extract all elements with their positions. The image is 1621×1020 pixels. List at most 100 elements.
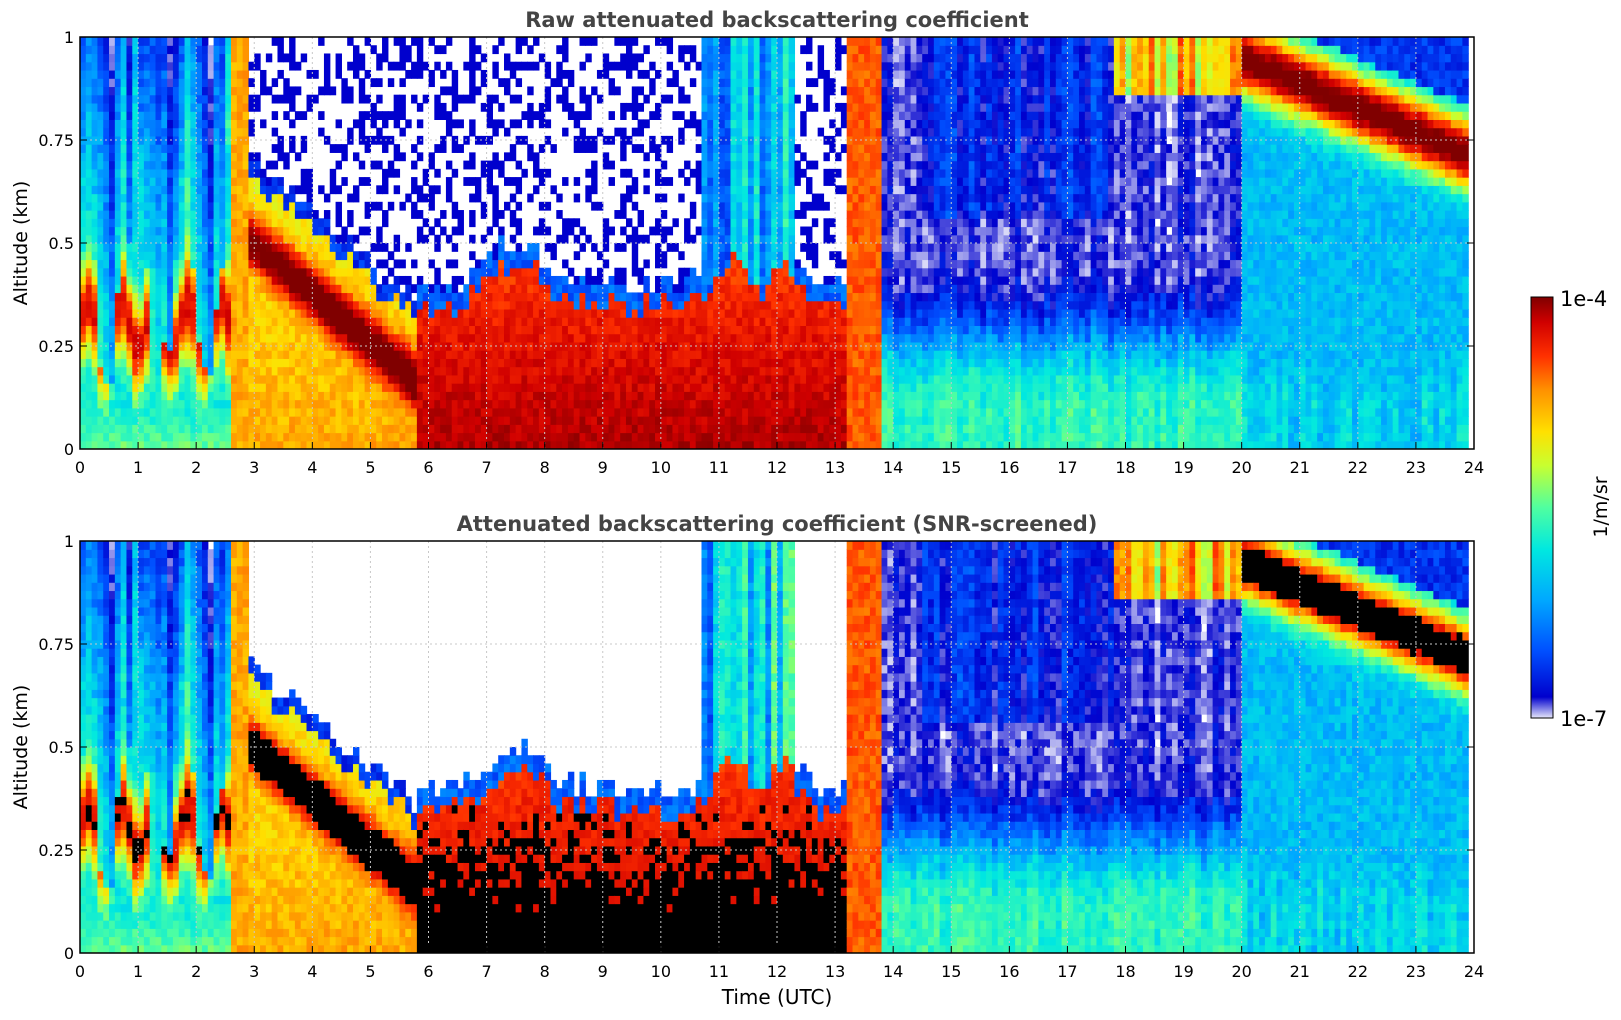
heatmap-cell [591,391,598,401]
heatmap-cell [434,358,441,368]
heatmap-cell [730,94,737,104]
heatmap-cell [463,333,470,343]
heatmap-cell [846,185,854,195]
heatmap-cell [225,53,232,63]
heatmap-cell [864,152,871,162]
heatmap-cell [811,193,819,211]
heatmap-cell [207,292,215,302]
heatmap-cell [207,358,215,368]
heatmap-cell [747,424,755,434]
heatmap-cell [347,383,354,392]
heatmap-cell [643,94,650,104]
heatmap-cell [747,333,755,343]
heatmap-cell [695,325,703,335]
heatmap-cell [132,333,139,343]
heatmap-cell [869,341,877,351]
heatmap-cell [759,119,766,129]
heatmap-cell [713,284,720,294]
heatmap-cell [260,177,267,186]
heatmap-cell [178,284,186,294]
heatmap-cell [167,168,174,178]
heatmap-cell [747,366,755,376]
heatmap-cell [858,111,865,120]
heatmap-cell [219,366,226,376]
heatmap-cell [660,308,668,318]
heatmap-cell [155,432,162,442]
heatmap-cell [242,201,250,211]
heatmap-cell [300,416,308,425]
heatmap-cell [114,144,122,153]
heatmap-cell [225,366,232,376]
heatmap-cell [283,234,290,244]
heatmap-cell [637,374,645,384]
heatmap-cell [399,94,406,120]
heatmap-cell [201,218,209,228]
heatmap-cell [724,333,732,343]
heatmap-cell [660,374,668,384]
heatmap-cell [347,259,354,269]
heatmap-cell [835,185,842,195]
heatmap-cell [869,407,877,417]
heatmap-cell [91,333,99,343]
heatmap-cell [225,218,232,228]
heatmap-cell [829,168,836,186]
heatmap-cell [114,399,122,409]
heatmap-cell [318,432,325,442]
heatmap-cell [260,317,267,326]
heatmap-cell [747,374,755,384]
heatmap-cell [660,325,668,335]
heatmap-cell [771,292,778,302]
heatmap-cell [341,416,348,425]
heatmap-cell [318,111,325,120]
heatmap-cell [405,333,412,343]
heatmap-cell [143,152,151,162]
heatmap-cell [143,177,151,186]
heatmap-cell [550,440,557,449]
heatmap-cell [80,300,87,310]
heatmap-cell [358,300,366,310]
heatmap-cell [85,374,93,384]
heatmap-cell [91,366,99,376]
heatmap-cell [759,37,766,46]
heatmap-cell [585,341,592,351]
heatmap-cell [387,201,395,211]
heatmap-cell [225,424,232,434]
heatmap-cell [271,37,279,46]
heatmap-cell [869,308,877,318]
heatmap-cell [213,275,220,285]
heatmap-cell [207,416,215,425]
heatmap-cell [242,374,250,384]
heatmap-cell [294,243,302,252]
heatmap-cell [91,168,99,178]
heatmap-cell [161,267,168,277]
heatmap-cell [643,168,650,178]
heatmap-cell [294,226,302,236]
heatmap-cell [201,308,209,318]
heatmap-cell [707,267,714,277]
heatmap-cell [591,300,598,310]
heatmap-cell [132,144,139,153]
heatmap-cell [742,350,749,359]
heatmap-cell [701,333,708,343]
heatmap-cell [660,135,668,145]
heatmap-cell [474,358,482,368]
heatmap-cell [794,416,801,425]
heatmap-cell [126,432,133,442]
heatmap-cell [428,333,435,351]
heatmap-cell [219,152,226,162]
heatmap-cell [736,333,743,343]
heatmap-cell [399,325,406,335]
heatmap-cell [509,61,517,79]
heatmap-cell [858,358,865,368]
heatmap-cell [306,267,313,277]
heatmap-cell [213,440,220,449]
heatmap-cell [178,251,186,261]
heatmap-cell [207,45,215,55]
heatmap-cell [649,78,656,96]
heatmap-cell [213,243,220,252]
heatmap-cell [509,267,517,277]
heatmap-cell [724,341,732,351]
heatmap-cell [788,308,796,318]
heatmap-cell [736,218,743,228]
heatmap-cell [643,366,650,376]
